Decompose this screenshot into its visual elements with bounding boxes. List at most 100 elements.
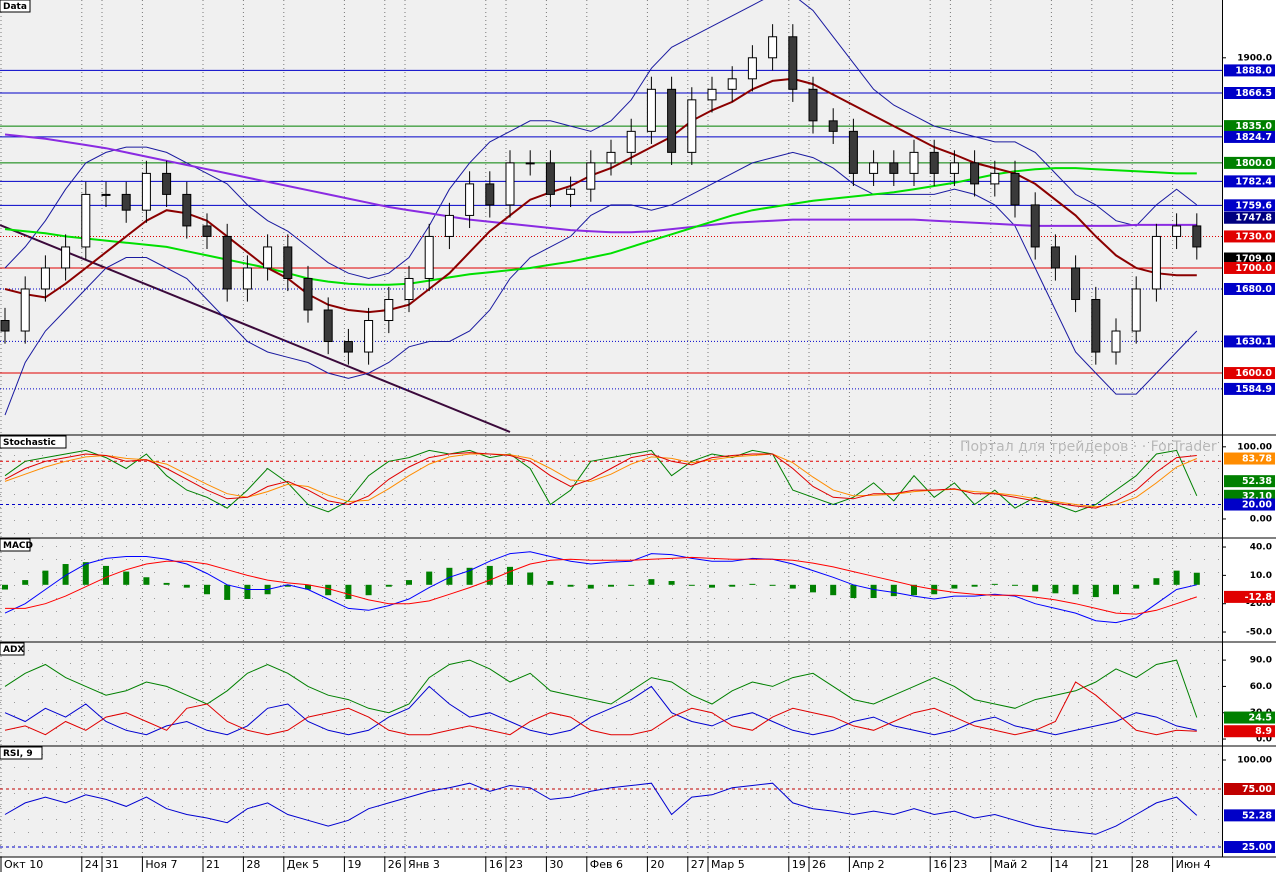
candle-body [727, 78, 737, 90]
level-label: 20.00 [1242, 500, 1272, 511]
candle-body [40, 267, 50, 290]
candle-body [343, 341, 353, 353]
histogram-bar [567, 584, 574, 587]
histogram-bar [991, 583, 998, 585]
level-label-box [1224, 120, 1275, 133]
histogram-bar [1153, 578, 1160, 585]
histogram-bar [1052, 584, 1059, 594]
x-tick-label: Фев 6 [590, 858, 623, 871]
candle-body [525, 162, 535, 165]
histogram-bar [789, 584, 796, 589]
candle-body [1030, 204, 1040, 248]
candle-body [1131, 288, 1141, 332]
level-label: 52.28 [1242, 810, 1272, 821]
histogram-bar [305, 584, 311, 590]
histogram-bar [183, 584, 190, 588]
panel-title: MACD [3, 541, 33, 551]
histogram-bar [749, 583, 756, 585]
x-tick-label: Апр 2 [852, 858, 884, 871]
panel-title-box [0, 0, 31, 13]
x-tick-label: Янв 3 [408, 858, 440, 871]
level-label: 1700.0 [1235, 263, 1272, 274]
histogram-bar [810, 584, 816, 593]
panel-title-box [0, 746, 43, 760]
candle-body [404, 277, 414, 300]
level-label-box [1224, 230, 1275, 243]
histogram-bar [608, 584, 614, 587]
level-label-box [1224, 783, 1275, 796]
level-label: 24.5 [1249, 713, 1272, 724]
histogram-bar [1173, 570, 1180, 585]
histogram-bar [648, 579, 655, 585]
panel-title-box [0, 435, 67, 449]
candle-body [768, 36, 778, 59]
candle-body [909, 151, 919, 174]
level-label-box [1224, 211, 1275, 224]
candle-body [1050, 246, 1060, 269]
level-label-box [1224, 261, 1275, 274]
level-label: 1835.0 [1235, 121, 1272, 132]
level-label-box [1224, 711, 1275, 724]
level-label: 1866.5 [1235, 88, 1272, 99]
candle-body [828, 120, 838, 132]
x-tick-label: Ноя 7 [145, 858, 177, 871]
histogram-bar [426, 571, 433, 585]
histogram-bar [62, 564, 69, 585]
candle-body [545, 162, 555, 195]
panel-title: ADX [3, 645, 24, 655]
indicator-line [4, 151, 1198, 416]
histogram-bar [688, 584, 695, 586]
candle-body [81, 193, 91, 248]
candle-body [465, 183, 475, 216]
candle-body [121, 193, 131, 211]
candle-body [263, 246, 273, 269]
level-label: 1800.0 [1235, 158, 1272, 169]
candle-body [747, 57, 757, 80]
level-label: 1888.0 [1235, 65, 1272, 76]
y-tick-label: 0.0 [1256, 735, 1272, 745]
candle-body [848, 130, 858, 174]
histogram-bar [729, 584, 736, 587]
level-label-box [1224, 130, 1275, 143]
candle-body [20, 288, 30, 332]
candle-body [61, 246, 71, 269]
x-tick-label: 26 [388, 858, 402, 871]
level-label-box [1224, 335, 1275, 348]
histogram-bar [325, 584, 332, 596]
candle-body [646, 88, 656, 132]
candle-body [970, 162, 980, 185]
panel-title-box [0, 642, 25, 656]
candle-body [1091, 298, 1101, 353]
histogram-bar [890, 584, 897, 597]
candle-body [222, 235, 232, 290]
histogram-bar [204, 584, 210, 595]
y-tick-label: -20.0 [1246, 599, 1272, 609]
y-tick-label: 0.00 [1250, 514, 1272, 524]
x-tick-label: 28 [1135, 858, 1149, 871]
y-tick-label: 60.0 [1250, 682, 1272, 692]
candle-body [869, 162, 879, 174]
histogram-bar [143, 577, 150, 585]
candle-body [1172, 225, 1182, 237]
level-label: 8.9 [1255, 726, 1272, 737]
histogram-bar [1092, 584, 1099, 598]
candle-body [889, 162, 899, 174]
x-tick-label: 30 [549, 858, 563, 871]
histogram-bar [2, 584, 8, 590]
y-tick-label: 90.0 [1250, 656, 1272, 666]
candle-body [162, 172, 172, 195]
histogram-bar [587, 584, 594, 589]
x-tick-label: 28 [246, 858, 260, 871]
y-tick-label: 100.00 [1237, 755, 1272, 765]
y-tick-label: 40.0 [1250, 543, 1272, 553]
level-label: 1680.0 [1235, 284, 1272, 295]
x-tick-label: Июн 4 [1176, 858, 1211, 871]
level-label-box [1224, 199, 1275, 212]
level-label: 1782.4 [1235, 176, 1272, 187]
indicator-line [4, 685, 1197, 736]
level-label-box [1224, 841, 1275, 854]
level-label-box [1224, 475, 1275, 488]
candle-body [788, 36, 798, 90]
candle-body [364, 320, 374, 353]
